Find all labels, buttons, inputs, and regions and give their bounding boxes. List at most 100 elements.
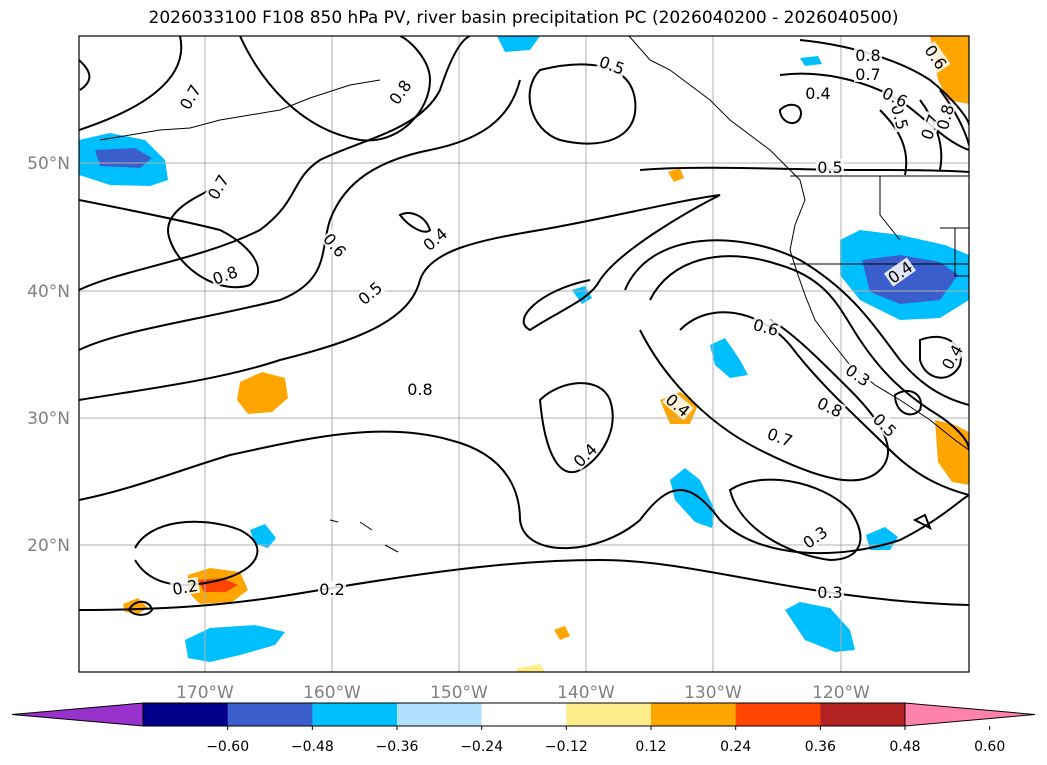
contour-label-bg	[569, 439, 601, 471]
pv-contour	[893, 390, 922, 416]
precip-area-pos	[554, 626, 570, 640]
contour-label-bg	[917, 111, 943, 143]
precip-area-neg	[250, 524, 276, 548]
pv-contour	[79, 189, 260, 289]
precip-area-neg	[572, 286, 592, 304]
pv-contour	[79, 36, 471, 291]
contour-label: 0.5	[869, 410, 900, 441]
precip-area-pos	[123, 598, 148, 614]
colorbar-segment	[397, 703, 483, 726]
contour-label: 0.8	[407, 380, 432, 399]
contour-label: 0.3	[799, 522, 831, 552]
contour-label-bg	[854, 66, 882, 82]
contour-label-bg	[169, 576, 201, 598]
contour-label: 0.3	[817, 583, 842, 602]
colorbar-extend-high	[904, 702, 1036, 727]
contour-label: 0.8	[933, 102, 958, 132]
precip-area-pos	[668, 168, 684, 182]
pv-contour	[79, 79, 521, 351]
colorbar-tick-label: 0.36	[805, 739, 836, 755]
pv-contour	[127, 600, 154, 616]
colorbar: −0.60 −0.48 −0.36 −0.24 −0.12 0.12 0.24 0.36 0.4…	[11, 702, 1036, 755]
precip-area-neg	[670, 468, 715, 528]
contour-label-bg	[841, 360, 875, 390]
contour-label-bg	[204, 170, 232, 204]
contour-label: 0.2	[171, 576, 199, 599]
pv-contour	[239, 36, 432, 142]
colorbar-segment	[227, 703, 313, 726]
contour-label-bg	[921, 40, 951, 74]
contour-label: 0.7	[204, 171, 233, 203]
colorbar-tick-label: 0.48	[889, 739, 920, 755]
contour-label-bg	[176, 80, 204, 114]
contour-label-bg	[938, 340, 966, 374]
map-title: 2026033100 F108 850 hPa PV, river basin …	[148, 8, 899, 28]
pv-contour	[679, 311, 969, 496]
colorbar-extend-low	[11, 702, 144, 727]
pv-contour	[639, 319, 890, 482]
pv-contour	[79, 194, 721, 401]
contour-label-bg	[354, 277, 386, 309]
colorbar-tick-label: 0.24	[720, 739, 751, 755]
contour-label: 0.7	[855, 65, 880, 84]
latitude-label: 40°N	[27, 282, 70, 302]
contour-label: 0.5	[354, 278, 386, 309]
longitude-label: 160°W	[303, 683, 361, 703]
contour-label-bg	[596, 52, 628, 78]
contour-label: 0.8	[385, 76, 415, 108]
colorbar-segment	[735, 703, 821, 726]
pv-contour	[79, 59, 91, 91]
contour-label-bg	[319, 229, 351, 261]
precip-area-neg	[497, 36, 540, 52]
contour-label-bg	[883, 257, 917, 287]
precip-area-pos	[935, 420, 969, 485]
colorbar-segment	[820, 703, 906, 726]
contour-label-bg	[933, 101, 957, 133]
longitude-label: 130°W	[684, 683, 742, 703]
pv-contour	[79, 36, 183, 131]
colorbar-tick-label: −0.24	[460, 739, 503, 755]
contour-label: 0.4	[805, 84, 830, 103]
colorbar-tick-label: 0.12	[635, 739, 666, 755]
contour-label-bg	[878, 83, 912, 111]
coastlines	[99, 36, 969, 553]
contour-label: 0.4	[938, 341, 967, 373]
contour-label-bg	[888, 101, 912, 133]
contour-label: 0.5	[817, 158, 842, 177]
pv-contour	[649, 255, 969, 451]
contour-label-bg	[813, 393, 847, 421]
map-frame	[78, 35, 970, 673]
precip-area-neg	[785, 602, 855, 652]
longitude-label: 120°W	[812, 683, 870, 703]
pv-contour	[799, 39, 969, 126]
contour-label-bg	[419, 223, 451, 255]
latitude-label: 50°N	[27, 154, 70, 174]
pv-contour	[624, 239, 969, 406]
precip-area-pos	[515, 664, 545, 672]
pv-contour	[919, 335, 962, 379]
contour-label: 0.7	[176, 81, 205, 113]
contour-label-bg	[816, 159, 844, 175]
pv-contour	[879, 89, 969, 176]
longitude-label: 140°W	[557, 683, 615, 703]
latitude-label: 20°N	[27, 536, 70, 556]
precip-area-pos	[237, 372, 288, 414]
pv-contour	[134, 520, 259, 586]
contour-label: 0.4	[419, 224, 451, 255]
colorbar-segment	[481, 703, 567, 726]
pv-contour	[639, 166, 969, 173]
precip-area-neg	[800, 56, 822, 66]
contour-label-bg	[854, 47, 882, 63]
contour-label-bg	[385, 75, 415, 109]
pv-contour	[79, 558, 969, 611]
latitude-labels: 50°N 40°N 30°N 20°N	[27, 154, 70, 556]
colorbar-segment	[651, 703, 737, 726]
pv-contour	[79, 430, 969, 555]
contour-label-bg	[764, 424, 796, 450]
contour-label-bg	[816, 584, 844, 600]
longitude-label: 170°W	[176, 683, 234, 703]
latitude-label: 30°N	[27, 409, 70, 429]
pv-contour	[778, 103, 802, 125]
colorbar-tick-label: −0.12	[545, 739, 588, 755]
contour-label-bg	[798, 522, 832, 552]
